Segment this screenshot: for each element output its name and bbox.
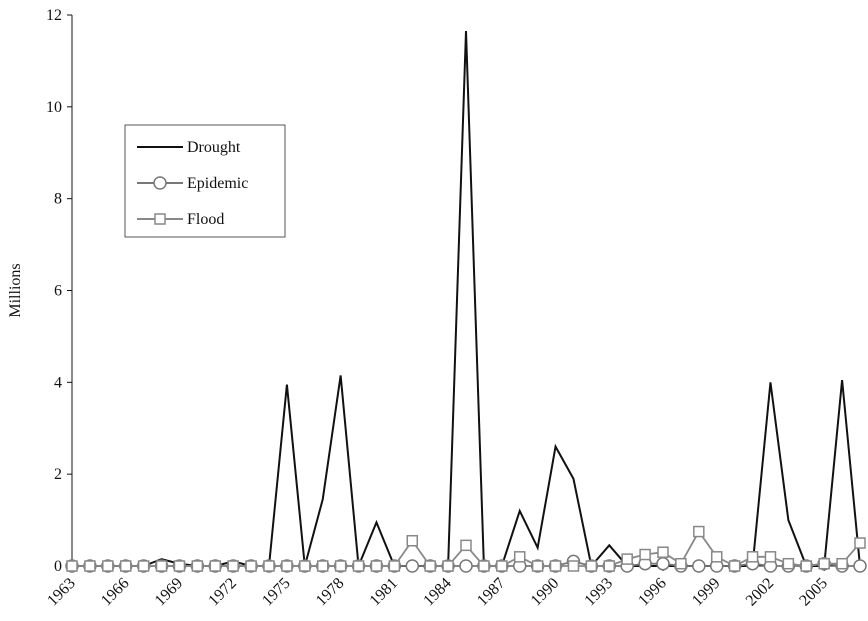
y-tick-label: 10 — [46, 99, 62, 116]
point — [621, 553, 633, 565]
x-tick-label: 2002 — [743, 575, 778, 610]
point — [352, 560, 365, 572]
point — [299, 560, 311, 572]
point — [639, 548, 651, 561]
x-tick-label: 1984 — [420, 575, 455, 610]
point — [370, 560, 383, 572]
x-tick-label: 2005 — [796, 575, 831, 610]
point — [316, 560, 329, 572]
point — [245, 560, 257, 572]
point — [567, 560, 580, 572]
point — [657, 546, 669, 558]
point — [656, 556, 670, 571]
x-tick-label: 1969 — [152, 575, 187, 610]
point — [388, 560, 401, 572]
y-tick-label: 6 — [54, 283, 62, 300]
y-tick-label: 4 — [54, 374, 62, 391]
x-tick-label: 1981 — [367, 575, 402, 610]
point — [281, 560, 293, 572]
series-line — [72, 31, 861, 569]
x-tick-label: 1972 — [205, 575, 240, 610]
point — [853, 559, 867, 573]
point — [728, 560, 741, 572]
point — [405, 559, 420, 573]
point — [675, 557, 687, 570]
x-tick-label: 1963 — [44, 575, 79, 610]
point — [531, 560, 544, 572]
point — [549, 560, 562, 572]
point — [153, 176, 167, 190]
x-tick-label: 1990 — [528, 575, 563, 610]
legend-label: Drought — [187, 139, 241, 156]
x-tick-label: 1996 — [635, 575, 670, 610]
point — [424, 560, 436, 572]
point — [854, 537, 866, 549]
point — [603, 560, 616, 572]
point — [406, 534, 419, 547]
point — [173, 560, 186, 572]
point — [800, 560, 813, 572]
legend-label: Flood — [187, 211, 224, 228]
point — [334, 560, 347, 572]
point — [818, 557, 830, 570]
point — [585, 560, 598, 572]
point — [119, 560, 132, 572]
point — [155, 560, 168, 572]
x-tick-label: 1975 — [259, 575, 294, 610]
point — [460, 539, 472, 552]
x-tick-label: 1999 — [689, 575, 724, 610]
point — [209, 560, 222, 572]
point — [746, 551, 759, 563]
y-tick-label: 8 — [54, 191, 62, 208]
x-tick-label: 1993 — [581, 575, 616, 610]
point — [263, 560, 275, 572]
y-tick-label: 0 — [54, 558, 62, 575]
legend-label: Epidemic — [187, 175, 248, 192]
x-tick-label: 1987 — [474, 575, 509, 610]
legend: Drought Epidemic Flood — [124, 124, 286, 238]
point — [496, 560, 508, 572]
y-axis-label: Millions — [7, 263, 24, 317]
y-tick-label: 2 — [54, 466, 62, 483]
x-tick-label: 1978 — [313, 575, 348, 610]
point — [836, 557, 848, 570]
point — [764, 551, 777, 563]
point — [66, 560, 78, 572]
point — [693, 525, 705, 538]
point — [227, 560, 239, 572]
point — [102, 560, 114, 572]
point — [513, 551, 526, 563]
point — [442, 560, 454, 572]
point — [137, 560, 150, 572]
point — [692, 559, 706, 573]
point — [191, 560, 204, 572]
point — [710, 551, 723, 563]
point — [782, 557, 795, 570]
y-tick-label: 12 — [46, 7, 62, 24]
point — [154, 213, 166, 225]
point — [459, 559, 473, 573]
point — [84, 560, 96, 572]
point — [478, 560, 490, 572]
x-tick-label: 1966 — [98, 575, 133, 610]
